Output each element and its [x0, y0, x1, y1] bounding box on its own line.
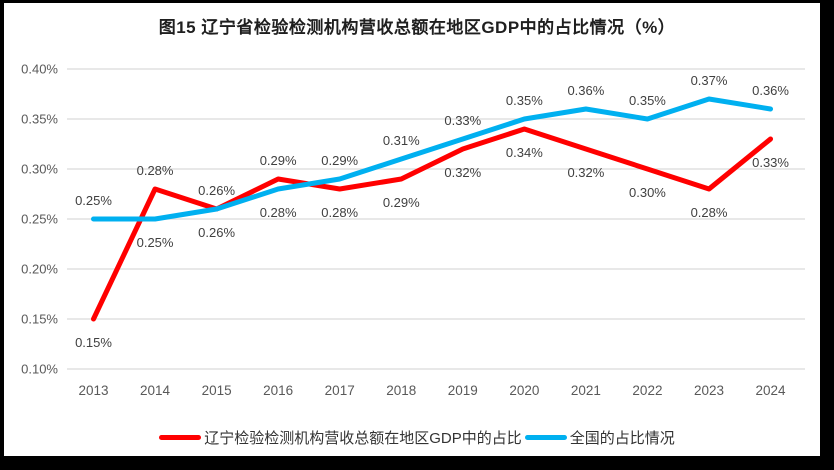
svg-text:0.30%: 0.30% [21, 162, 58, 177]
svg-text:0.34%: 0.34% [506, 145, 543, 160]
svg-text:2023: 2023 [694, 383, 724, 398]
x-axis-labels: 2013 2014 2015 2016 2017 2018 2019 2020 2021 2022… [78, 383, 786, 398]
svg-text:0.33%: 0.33% [752, 155, 789, 170]
svg-text:0.33%: 0.33% [444, 113, 481, 128]
svg-text:2022: 2022 [632, 383, 662, 398]
svg-text:2021: 2021 [571, 383, 601, 398]
svg-text:0.30%: 0.30% [629, 185, 666, 200]
svg-text:0.31%: 0.31% [383, 133, 420, 148]
legend-swatch-national-blue-line [524, 435, 567, 440]
data-labels: 0.25% 0.15% 0.28% 0.25% 0.26% 0.26% 0.29% 0.28%… [75, 73, 789, 350]
gridlines [67, 68, 805, 370]
legend-label-liaoning: 辽宁检验检测机构营收总额在地区GDP中的占比 [204, 430, 522, 447]
svg-text:2018: 2018 [386, 383, 416, 398]
svg-text:0.26%: 0.26% [198, 225, 235, 240]
svg-text:2024: 2024 [756, 383, 787, 398]
svg-text:2019: 2019 [448, 383, 478, 398]
chart-legend: 辽宁检验检测机构营收总额在地区GDP中的占比 全国的占比情况 [0, 427, 834, 448]
legend-item-national: 全国的占比情况 [524, 427, 675, 448]
legend-item-liaoning: 辽宁检验检测机构营收总额在地区GDP中的占比 [159, 427, 522, 448]
svg-text:0.35%: 0.35% [21, 112, 58, 127]
svg-text:0.36%: 0.36% [567, 83, 604, 98]
legend-swatch-liaoning-red-line [159, 435, 202, 440]
svg-text:0.26%: 0.26% [198, 183, 235, 198]
svg-text:2017: 2017 [325, 383, 355, 398]
svg-text:2013: 2013 [78, 383, 108, 398]
svg-text:0.28%: 0.28% [137, 163, 174, 178]
svg-text:0.10%: 0.10% [21, 362, 58, 377]
series-lines [91, 96, 774, 322]
svg-text:0.32%: 0.32% [444, 165, 481, 180]
figure-border-bottom [0, 456, 834, 470]
legend-label-national: 全国的占比情况 [569, 430, 675, 447]
series-line-national [91, 96, 774, 222]
chart-title: 图15 辽宁省检验检测机构营收总额在地区GDP中的占比情况（%） [158, 18, 676, 37]
svg-text:0.40%: 0.40% [21, 62, 58, 77]
svg-text:0.32%: 0.32% [567, 165, 604, 180]
svg-text:0.36%: 0.36% [752, 83, 789, 98]
svg-text:0.25%: 0.25% [137, 235, 174, 250]
svg-text:0.28%: 0.28% [260, 205, 297, 220]
svg-text:2020: 2020 [509, 383, 539, 398]
svg-text:2015: 2015 [202, 383, 232, 398]
svg-text:0.20%: 0.20% [21, 262, 58, 277]
svg-text:0.25%: 0.25% [21, 212, 58, 227]
svg-text:0.35%: 0.35% [506, 93, 543, 108]
svg-text:0.29%: 0.29% [383, 195, 420, 210]
svg-text:2014: 2014 [140, 383, 171, 398]
svg-text:2016: 2016 [263, 383, 293, 398]
svg-text:0.28%: 0.28% [691, 205, 728, 220]
svg-text:0.29%: 0.29% [321, 153, 358, 168]
svg-text:0.28%: 0.28% [321, 205, 358, 220]
figure-border-right [820, 0, 834, 470]
svg-text:0.15%: 0.15% [75, 335, 112, 350]
svg-text:0.35%: 0.35% [629, 93, 666, 108]
figure-border-top [0, 0, 834, 3]
svg-text:0.37%: 0.37% [691, 73, 728, 88]
svg-text:0.25%: 0.25% [75, 193, 112, 208]
svg-text:0.29%: 0.29% [260, 153, 297, 168]
svg-text:0.15%: 0.15% [21, 312, 58, 327]
figure-border-left [0, 0, 4, 470]
y-axis-labels: 0.40% 0.35% 0.30% 0.25% 0.20% 0.15% 0.10% [21, 62, 58, 377]
series-line-liaoning [91, 126, 774, 322]
